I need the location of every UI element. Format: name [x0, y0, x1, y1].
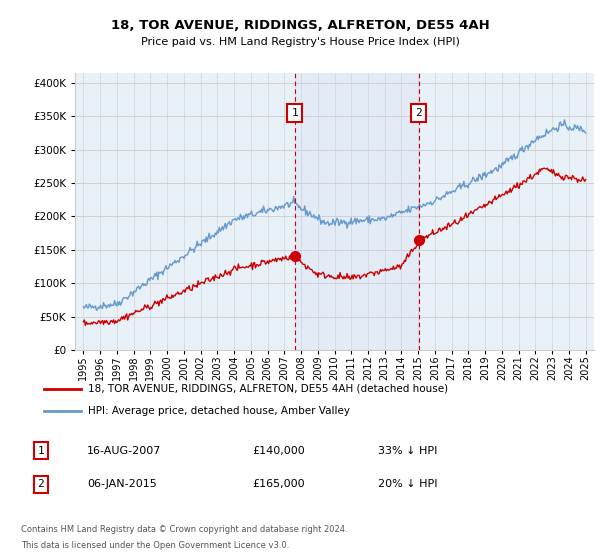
Text: 2: 2: [415, 108, 422, 118]
Text: Contains HM Land Registry data © Crown copyright and database right 2024.: Contains HM Land Registry data © Crown c…: [21, 525, 347, 534]
Text: 2: 2: [37, 479, 44, 489]
Text: 33% ↓ HPI: 33% ↓ HPI: [378, 446, 437, 456]
Text: Price paid vs. HM Land Registry's House Price Index (HPI): Price paid vs. HM Land Registry's House …: [140, 37, 460, 47]
Text: 18, TOR AVENUE, RIDDINGS, ALFRETON, DE55 4AH (detached house): 18, TOR AVENUE, RIDDINGS, ALFRETON, DE55…: [88, 384, 449, 394]
Text: 20% ↓ HPI: 20% ↓ HPI: [378, 479, 437, 489]
Text: £165,000: £165,000: [252, 479, 305, 489]
Text: 1: 1: [291, 108, 298, 118]
Text: This data is licensed under the Open Government Licence v3.0.: This data is licensed under the Open Gov…: [21, 542, 289, 550]
Text: HPI: Average price, detached house, Amber Valley: HPI: Average price, detached house, Ambe…: [88, 406, 350, 416]
Text: 16-AUG-2007: 16-AUG-2007: [87, 446, 161, 456]
Text: 1: 1: [37, 446, 44, 456]
Text: £140,000: £140,000: [252, 446, 305, 456]
Text: 06-JAN-2015: 06-JAN-2015: [87, 479, 157, 489]
Bar: [295, 73, 419, 350]
Text: 18, TOR AVENUE, RIDDINGS, ALFRETON, DE55 4AH: 18, TOR AVENUE, RIDDINGS, ALFRETON, DE55…: [110, 18, 490, 32]
